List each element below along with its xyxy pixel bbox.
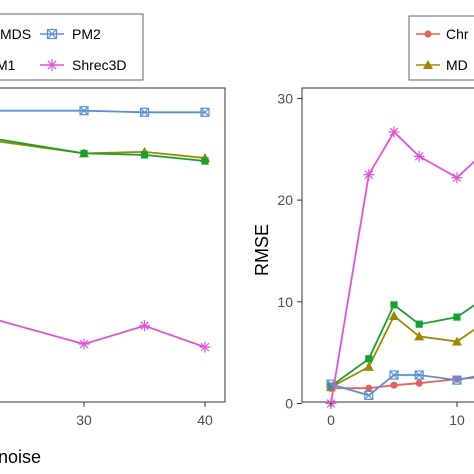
left-x-axis: 30 40 noise	[0, 402, 213, 467]
right-series-unnamed-2-point-0	[327, 382, 335, 390]
right-series-unnamed-2-point-2	[390, 301, 398, 309]
right-legend-box	[408, 15, 474, 81]
left-plot-panel	[0, 87, 226, 403]
right-series-unnamed-3-point-1	[364, 390, 374, 400]
right-legend-label-md: MD	[446, 57, 468, 73]
left-legend-label-mds: MDS	[0, 26, 31, 42]
right-series-md	[326, 311, 474, 392]
left-legend-label-pm2: PM2	[72, 26, 101, 42]
left-series-pm2-point-4	[200, 107, 210, 117]
right-series-unnamed-2	[327, 301, 474, 390]
right-series-unnamed-4-point-3	[413, 150, 425, 162]
right-plot-panel	[301, 87, 474, 403]
right-series-chr-point-2	[390, 381, 398, 389]
right-y-tick-label-10: 10	[277, 294, 293, 310]
right-series-md-point-4	[452, 336, 462, 346]
left-x-tick-label-30: 30	[76, 412, 92, 428]
right-chart: Chr MD RMSE 0 10 20 30 0 10	[252, 15, 474, 428]
right-y-axis: 0 10 20 30	[277, 90, 302, 412]
right-legend-key-chr	[416, 30, 440, 38]
left-series-layer	[0, 106, 211, 353]
right-series-md-point-3	[414, 331, 425, 341]
right-series-unnamed-2-point-1	[365, 355, 373, 363]
right-series-md-line	[330, 314, 474, 388]
right-series-md-point-1	[363, 361, 374, 371]
left-legend-box	[0, 13, 144, 81]
left-series-shrec3d-point-3	[139, 320, 150, 332]
left-series-shrec3d-point-4	[199, 341, 211, 353]
left-series-pm2-point-3	[139, 107, 150, 117]
right-series-unnamed-2-line	[330, 303, 474, 387]
left-legend: MDS PM2 M1 Shrec3D	[0, 13, 144, 81]
left-legend-label-m1: M1	[0, 57, 16, 73]
right-series-chr-point-3	[415, 379, 423, 387]
right-legend-label-chr: Chr	[446, 26, 469, 42]
left-series-m1-point-2	[80, 149, 88, 158]
left-series-pm2	[0, 106, 210, 117]
left-x-axis-title: noise	[0, 447, 41, 467]
left-x-tick-label-40: 40	[197, 412, 213, 428]
right-series-md-point-2	[389, 311, 399, 321]
right-legend: Chr MD	[408, 15, 474, 81]
left-series-m1-point-4	[201, 157, 209, 165]
right-series-unnamed-3	[326, 370, 474, 400]
left-legend-key-shrec3d	[40, 59, 64, 71]
right-series-chr-point-4	[453, 375, 461, 383]
right-y-tick-label-30: 30	[277, 90, 293, 106]
right-y-tick-label-0: 0	[285, 396, 293, 412]
right-x-tick-label-0: 0	[327, 412, 335, 428]
left-series-shrec3d-point-2	[78, 338, 90, 350]
right-series-layer	[325, 126, 474, 409]
right-x-tick-label-10: 10	[449, 412, 465, 428]
right-series-chr-point-1	[365, 384, 373, 392]
right-series-unnamed-2-point-4	[453, 313, 461, 321]
right-series-unnamed-3-point-2	[389, 370, 399, 380]
right-legend-key-md	[416, 60, 440, 69]
right-series-unnamed-2-point-3	[415, 320, 423, 328]
right-series-unnamed-4-point-4	[451, 172, 463, 184]
right-series-unnamed-4-point-2	[388, 126, 400, 138]
left-chart: MDS PM2 M1 Shrec3D 30 40	[0, 13, 226, 467]
left-series-pm2-point-2	[79, 106, 89, 116]
right-series-unnamed-4-line	[330, 130, 474, 404]
left-series-m1-point-3	[140, 151, 149, 159]
right-series-unnamed-3-point-3	[414, 370, 424, 380]
right-y-axis-title: RMSE	[252, 224, 272, 276]
left-legend-key-pm2	[40, 28, 64, 40]
right-series-unnamed-4-point-1	[363, 169, 375, 181]
right-y-tick-label-20: 20	[277, 192, 293, 208]
right-x-axis: 0 10	[327, 402, 465, 428]
left-series-shrec3d	[0, 319, 211, 353]
right-series-unnamed-3-point-4	[452, 375, 462, 385]
left-series-m1	[0, 138, 209, 165]
left-legend-label-shrec3d: Shrec3D	[72, 57, 126, 73]
